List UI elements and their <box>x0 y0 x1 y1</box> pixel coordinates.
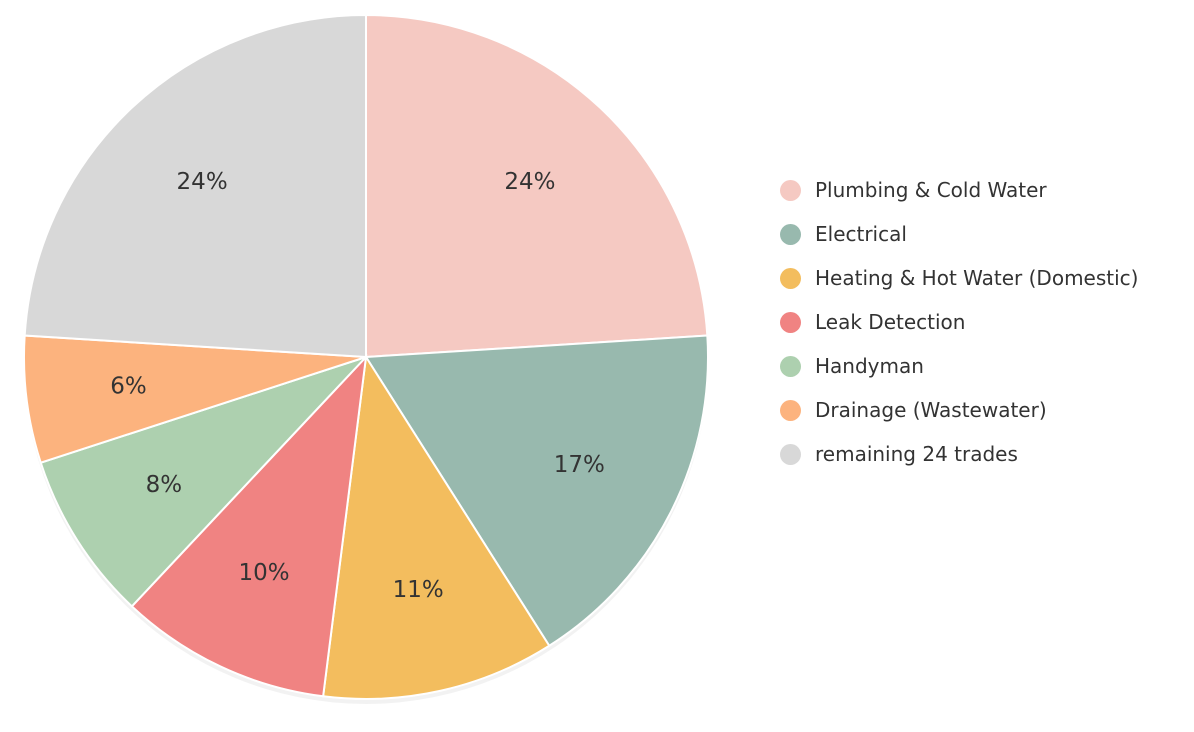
pie-slice-label: 6% <box>110 374 147 400</box>
legend-item[interactable]: Plumbing & Cold Water <box>780 168 1138 212</box>
legend-item[interactable]: Leak Detection <box>780 300 1138 344</box>
pie-chart: 24% 17% 11% 10% 8% 6% 24% <box>23 13 709 704</box>
pie-chart-svg: 24% 17% 11% 10% 8% 6% 24% <box>23 13 709 704</box>
legend-label: Leak Detection <box>815 310 966 334</box>
legend-item[interactable]: Handyman <box>780 344 1138 388</box>
legend-label: Drainage (Wastewater) <box>815 398 1047 422</box>
pie-slice <box>23 334 367 464</box>
legend-label: Heating & Hot Water (Domestic) <box>815 266 1139 290</box>
pie-slice <box>130 354 368 698</box>
legend-swatch-icon <box>780 443 801 465</box>
legend-swatch-icon <box>780 223 801 245</box>
pie-slice <box>365 13 709 359</box>
legend-label: remaining 24 trades <box>815 442 1018 466</box>
legend-swatch-icon <box>780 311 801 333</box>
pie-slice-label: 8% <box>146 472 183 498</box>
legend-item[interactable]: Drainage (Wastewater) <box>780 388 1138 432</box>
legend-swatch-icon <box>780 399 801 421</box>
legend-item[interactable]: Heating & Hot Water (Domestic) <box>780 256 1138 300</box>
legend-swatch-icon <box>780 267 801 289</box>
legend-label: Handyman <box>815 354 924 378</box>
pie-slice <box>39 356 367 608</box>
pie-slice-label: 10% <box>239 560 290 586</box>
pie-slice <box>23 13 367 359</box>
pie-slice-label: 17% <box>554 452 605 478</box>
legend-swatch-icon <box>780 179 801 201</box>
pie-slice-label: 24% <box>177 169 228 195</box>
legend-label: Electrical <box>815 222 907 246</box>
legend-label: Plumbing & Cold Water <box>815 178 1047 202</box>
pie-slice-label: 24% <box>504 169 555 195</box>
pie-slice-label: 11% <box>393 577 444 603</box>
pie-slice <box>364 334 709 648</box>
legend-item[interactable]: remaining 24 trades <box>780 432 1138 476</box>
legend-swatch-icon <box>780 355 801 377</box>
pie-slices <box>23 13 709 700</box>
pie-slice <box>322 354 551 700</box>
pie-slice-labels: 24% 17% 11% 10% 8% 6% 24% <box>110 169 605 603</box>
legend: Plumbing & Cold Water Electrical Heating &… <box>780 168 1138 476</box>
legend-item[interactable]: Electrical <box>780 212 1138 256</box>
